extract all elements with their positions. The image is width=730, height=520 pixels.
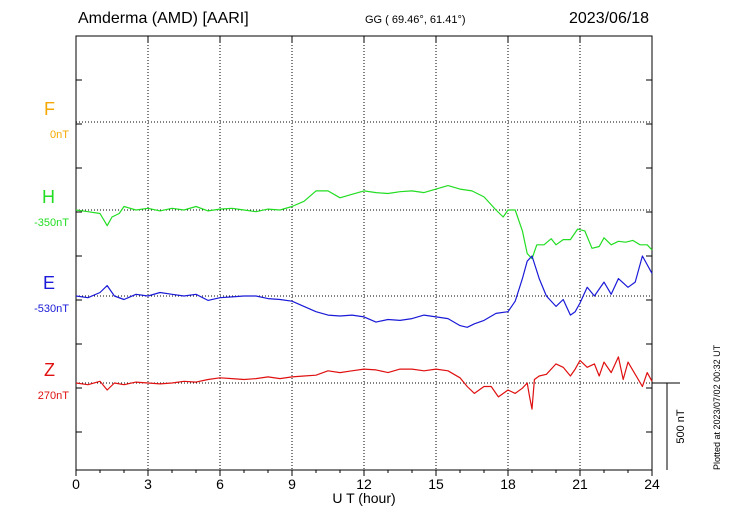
x-tick-label: 15 xyxy=(428,476,444,492)
scale-bar: 500 nT xyxy=(652,382,687,470)
x-tick-label: 3 xyxy=(144,476,152,492)
series-line-h xyxy=(75,185,653,260)
scale-bar-label: 500 nT xyxy=(675,409,687,444)
series-baseline-label-z: 270nT xyxy=(38,390,69,402)
x-tick-label: 24 xyxy=(644,476,660,492)
grid-lines xyxy=(76,36,652,470)
series-baseline-label-f: 0nT xyxy=(50,129,69,141)
x-axis-ticks: 0 3 6 9 12 15 18 21 24 xyxy=(72,36,660,492)
series-line-z xyxy=(75,356,653,410)
series-lines xyxy=(75,185,653,410)
series-name-f: F xyxy=(44,99,55,119)
x-tick-label: 0 xyxy=(72,476,80,492)
series-name-z: Z xyxy=(44,360,55,380)
x-tick-label: 18 xyxy=(500,476,516,492)
chart-date: 2023/06/18 xyxy=(569,10,650,27)
baseline-labels: F 0nT H -350nT E -530nT Z 270nT xyxy=(34,99,69,402)
series-name-h: H xyxy=(42,187,55,207)
x-tick-label: 12 xyxy=(356,476,372,492)
series-line-e xyxy=(75,255,653,328)
station-title: Amderma (AMD) [AARI] xyxy=(78,10,249,27)
series-baseline-label-e: -530nT xyxy=(34,303,69,315)
series-name-e: E xyxy=(43,273,55,293)
geographic-coordinates: GG ( 69.46°, 61.41°) xyxy=(365,14,466,26)
x-tick-label: 9 xyxy=(288,476,296,492)
x-tick-label: 21 xyxy=(572,476,588,492)
x-tick-label: 6 xyxy=(216,476,224,492)
series-baseline-label-h: -350nT xyxy=(34,217,69,229)
x-axis-label: U T (hour) xyxy=(332,490,395,506)
